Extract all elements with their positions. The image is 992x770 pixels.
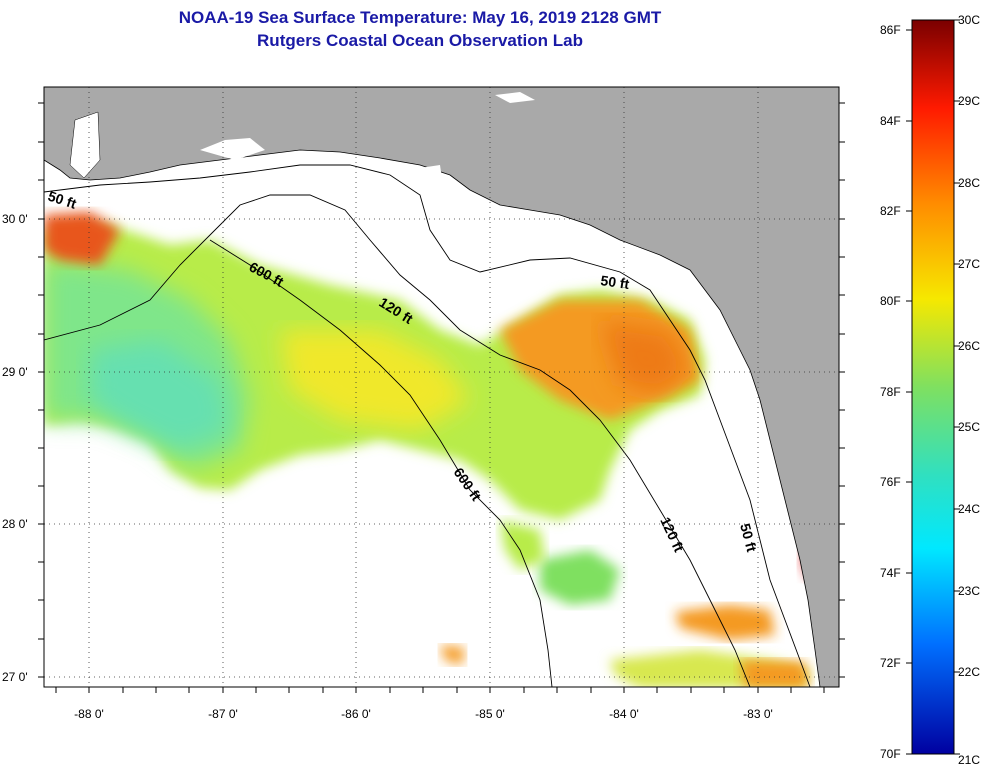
colorbar-f-label: 76F bbox=[880, 475, 901, 489]
lon-label: -86 0' bbox=[341, 707, 371, 721]
colorbar-f-label: 82F bbox=[880, 204, 901, 218]
colorbar-f-label: 74F bbox=[880, 566, 901, 580]
land-mass bbox=[44, 87, 839, 687]
lat-label: 29 0' bbox=[2, 365, 28, 379]
lat-label: 27 0' bbox=[2, 670, 28, 684]
colorbar-f-label: 72F bbox=[880, 656, 901, 670]
colorbar-gradient bbox=[911, 19, 955, 755]
lon-label: -84 0' bbox=[609, 707, 639, 721]
lon-label: -88 0' bbox=[74, 707, 104, 721]
colorbar-f-label: 80F bbox=[880, 294, 901, 308]
colorbar-c-label: 27C bbox=[958, 257, 980, 271]
colorbar-f-label: 70F bbox=[880, 747, 901, 761]
contour-label-50ft-east: 50 ft bbox=[600, 272, 631, 292]
lon-label: -83 0' bbox=[743, 707, 773, 721]
colorbar-f-label: 86F bbox=[880, 23, 901, 37]
sst-data-layer bbox=[44, 212, 835, 687]
colorbar: 86F 84F 82F 80F 78F 76F 74F 72F 70F 30C … bbox=[880, 13, 980, 767]
colorbar-c-label: 23C bbox=[958, 584, 980, 598]
colorbar-c-label: 29C bbox=[958, 94, 980, 108]
colorbar-c-label: 26C bbox=[958, 339, 980, 353]
lon-label: -85 0' bbox=[475, 707, 505, 721]
lat-label: 28 0' bbox=[2, 517, 28, 531]
colorbar-f-label: 84F bbox=[880, 114, 901, 128]
depth-contours bbox=[44, 164, 811, 687]
colorbar-c-label: 25C bbox=[958, 420, 980, 434]
colorbar-c-label: 30C bbox=[958, 13, 980, 27]
map-subtitle: Rutgers Coastal Ocean Observation Lab bbox=[257, 31, 583, 50]
lon-label: -87 0' bbox=[208, 707, 238, 721]
colorbar-c-label: 22C bbox=[958, 665, 980, 679]
colorbar-c-label: 24C bbox=[958, 502, 980, 516]
contour-label-50ft-south: 50 ft bbox=[737, 522, 760, 554]
colorbar-c-label: 28C bbox=[958, 176, 980, 190]
colorbar-f-label: 78F bbox=[880, 385, 901, 399]
colorbar-c-label: 21C bbox=[958, 753, 980, 767]
graticule bbox=[44, 87, 839, 687]
lat-label: 30 0' bbox=[2, 212, 28, 226]
map-title: NOAA-19 Sea Surface Temperature: May 16,… bbox=[178, 8, 662, 27]
